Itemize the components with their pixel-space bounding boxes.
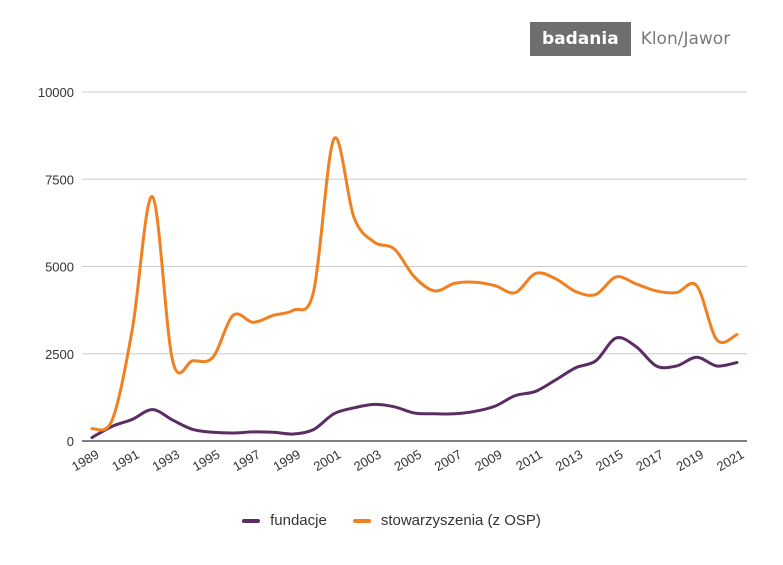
legend-label-fundacje: fundacje — [270, 512, 327, 529]
grid-lines — [82, 91, 747, 442]
y-tick-label: 2500 — [45, 347, 74, 362]
x-tick-label: 1993 — [150, 447, 183, 474]
x-tick-label: 2009 — [472, 447, 505, 474]
y-axis-ticks: 0 2500 5000 7500 10000 — [38, 85, 74, 449]
x-tick-label: 1997 — [230, 447, 263, 474]
series-line-stowarzyszenia — [90, 136, 739, 432]
x-tick-label: 1995 — [190, 447, 223, 474]
legend-item-fundacje: fundacje — [242, 512, 327, 529]
legend: fundacje stowarzyszenia (z OSP) — [0, 512, 783, 529]
legend-label-stowarzyszenia: stowarzyszenia (z OSP) — [380, 512, 541, 529]
x-tick-label: 2013 — [553, 447, 586, 474]
x-tick-label: 2003 — [351, 447, 384, 474]
x-tick-label: 2017 — [633, 447, 666, 474]
x-tick-label: 1989 — [69, 447, 102, 474]
x-tick-label: 2011 — [513, 447, 545, 474]
brand-label-name: Klon/Jawor — [640, 29, 731, 49]
brand-label-box: badania — [530, 22, 631, 56]
y-tick-label: 5000 — [45, 260, 74, 275]
brand-logo: badania Klon/Jawor — [530, 22, 740, 56]
legend-swatch-stowarzyszenia — [352, 518, 371, 523]
legend-item-stowarzyszenia: stowarzyszenia (z OSP) — [352, 512, 541, 529]
series-line-fundacje — [90, 336, 739, 440]
y-tick-label: 10000 — [38, 85, 74, 100]
x-tick-label: 2021 — [714, 447, 747, 474]
x-axis-ticks: 1989 1991 1993 1995 1997 1999 2001 2003 2005 2007… — [69, 447, 747, 474]
x-tick-label: 2001 — [311, 447, 344, 474]
x-tick-label: 2005 — [391, 447, 424, 474]
y-tick-label: 7500 — [45, 172, 74, 187]
x-tick-label: 2015 — [593, 447, 626, 474]
y-tick-label: 0 — [67, 434, 74, 449]
x-tick-label: 2019 — [674, 447, 707, 474]
x-tick-label: 2007 — [432, 447, 465, 474]
x-tick-label: 1991 — [109, 447, 142, 474]
series-lines — [90, 136, 739, 440]
legend-swatch-fundacje — [242, 518, 261, 523]
x-tick-label: 1999 — [271, 447, 304, 474]
